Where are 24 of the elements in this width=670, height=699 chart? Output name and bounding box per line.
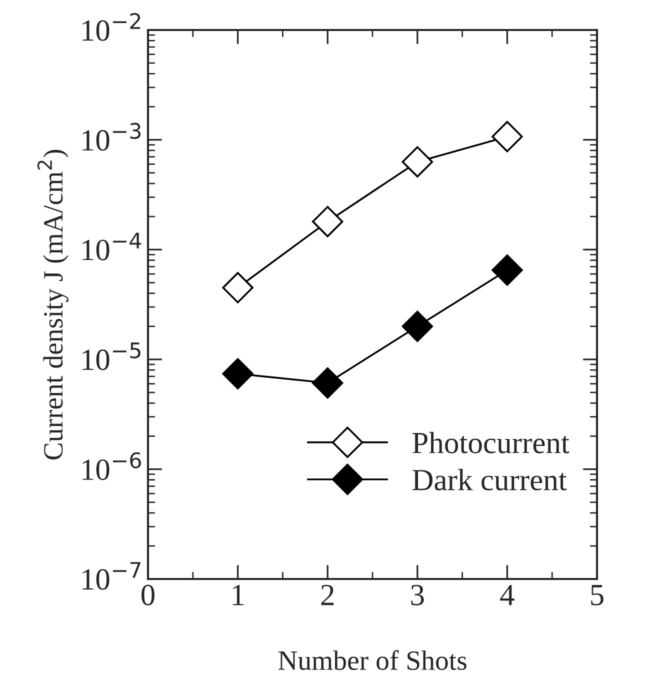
x-axis-title: Number of Shots xyxy=(278,650,466,670)
x-tick-label: 4 xyxy=(500,584,514,606)
x-tick-label: 3 xyxy=(411,584,424,606)
legend-label: Dark current xyxy=(412,468,567,490)
x-tick-label: 2 xyxy=(321,584,334,606)
y-tick-label: 10$^{−3}$ xyxy=(82,122,141,151)
y-tick-label: 10$^{−7}$ xyxy=(82,562,140,590)
y-tick-label: 10$^{−4}$ xyxy=(82,232,142,260)
y-tick-label: 10$^{−6}$ xyxy=(82,452,141,480)
y-axis-title: Current density J (mA/cm$^{2}$) xyxy=(37,150,68,460)
point xyxy=(222,358,254,390)
point xyxy=(312,206,344,238)
point xyxy=(402,310,434,342)
x-tick-label: 5 xyxy=(591,585,604,606)
point xyxy=(312,367,344,399)
y-tick-label: 10$^{−2}$ xyxy=(82,12,140,41)
point xyxy=(402,146,434,178)
point xyxy=(492,254,523,286)
y-tick-label: 10$^{−5}$ xyxy=(82,342,140,370)
point xyxy=(222,272,254,304)
x-tick-label: 1 xyxy=(232,584,244,606)
point xyxy=(492,120,523,152)
x-tick-label: 0 xyxy=(142,584,154,606)
legend-label: Photocurrent xyxy=(412,432,570,454)
